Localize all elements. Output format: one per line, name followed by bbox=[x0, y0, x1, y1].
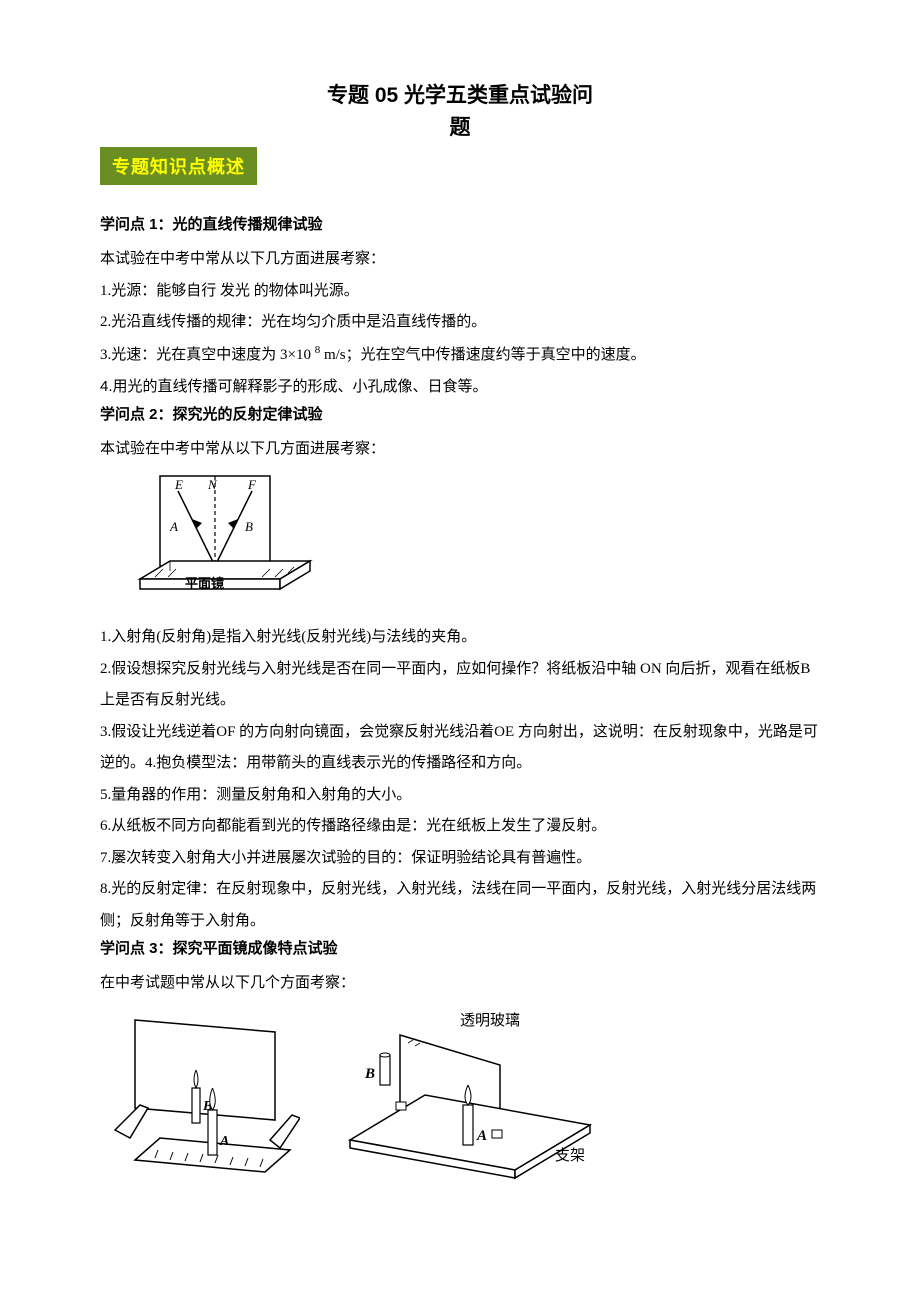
label-F: F bbox=[247, 477, 257, 492]
mirror-diagram-right: 透明玻璃 B A 支架 bbox=[340, 1010, 600, 1180]
s2-p5: 5.量角器的作用：测量反射角和入射角的大小。 bbox=[100, 780, 820, 812]
s2-p0: 本试验在中考中常从以下几方面进展考察： bbox=[100, 434, 820, 466]
left-label-A: A bbox=[219, 1134, 229, 1149]
s2-p3: 3.假设让光线逆着OF 的方向射向镜面，会觉察反射光线沿着OE 方向射出，这说明… bbox=[100, 717, 820, 780]
label-E: E bbox=[174, 477, 183, 492]
mirror-image-diagrams: B A 透明玻璃 B bbox=[100, 1010, 820, 1180]
right-label-B: B bbox=[364, 1066, 375, 1082]
page-title: 专题 05 光学五类重点试验问 题 bbox=[100, 80, 820, 143]
s2-p2: 2.假设想探究反射光线与入射光线是否在同一平面内，应如何操作？将纸板沿中轴 ON… bbox=[100, 654, 820, 717]
label-B: B bbox=[245, 519, 253, 534]
s1-p2: 2.光沿直线传播的规律：光在均匀介质中是沿直线传播的。 bbox=[100, 307, 820, 339]
s3-p0: 在中考试题中常从以下几个方面考察： bbox=[100, 968, 820, 1000]
title-line1: 专题 05 光学五类重点试验问 bbox=[327, 84, 593, 107]
label-N: N bbox=[207, 477, 218, 492]
s1-p1: 1.光源：能够自行 发光 的物体叫光源。 bbox=[100, 276, 820, 308]
s2-p8: 8.光的反射定律：在反射现象中，反射光线，入射光线，法线在同一平面内，反射光线，… bbox=[100, 874, 820, 937]
topic-badge: 专题知识点概述 bbox=[100, 147, 257, 185]
s1-p3: 3.光速：光在真空中速度为 3×10 8 m/s；光在空气中传播速度约等于真空中… bbox=[100, 339, 820, 372]
label-A: A bbox=[169, 519, 178, 534]
right-label-stand: 支架 bbox=[555, 1147, 585, 1164]
section2-heading: 学问点 2：探究光的反射定律试验 bbox=[100, 403, 820, 424]
right-label-glass: 透明玻璃 bbox=[460, 1012, 520, 1029]
mirror-diagram-left: B A bbox=[100, 1010, 300, 1180]
section1-heading: 学问点 1：光的直线传播规律试验 bbox=[100, 213, 820, 234]
s2-p7: 7.屡次转变入射角大小并进展屡次试验的目的：保证明验结论具有普遍性。 bbox=[100, 843, 820, 875]
s2-p6: 6.从纸板不同方向都能看到光的传播路径缘由是：光在纸板上发生了漫反射。 bbox=[100, 811, 820, 843]
reflection-diagram: E N F A B O 平面镜 bbox=[130, 471, 820, 616]
s2-p1: 1.入射角(反射角)是指入射光线(反射光线)与法线的夹角。 bbox=[100, 622, 820, 654]
title-line2: 题 bbox=[450, 116, 471, 139]
s1-p0: 本试验在中考中常从以下几方面进展考察： bbox=[100, 244, 820, 276]
right-label-A: A bbox=[476, 1128, 487, 1144]
label-mirror: 平面镜 bbox=[185, 576, 224, 591]
s1-p3a: 3.光速：光在真空中速度为 3×10 bbox=[100, 347, 315, 363]
s1-p3b: m/s；光在空气中传播速度约等于真空中的速度。 bbox=[320, 347, 645, 363]
badge-container: 专题知识点概述 bbox=[100, 147, 820, 185]
s1-p4: 4.用光的直线传播可解释影子的形成、小孔成像、日食等。 bbox=[100, 371, 820, 403]
section3-heading: 学问点 3：探究平面镜成像特点试验 bbox=[100, 937, 820, 958]
